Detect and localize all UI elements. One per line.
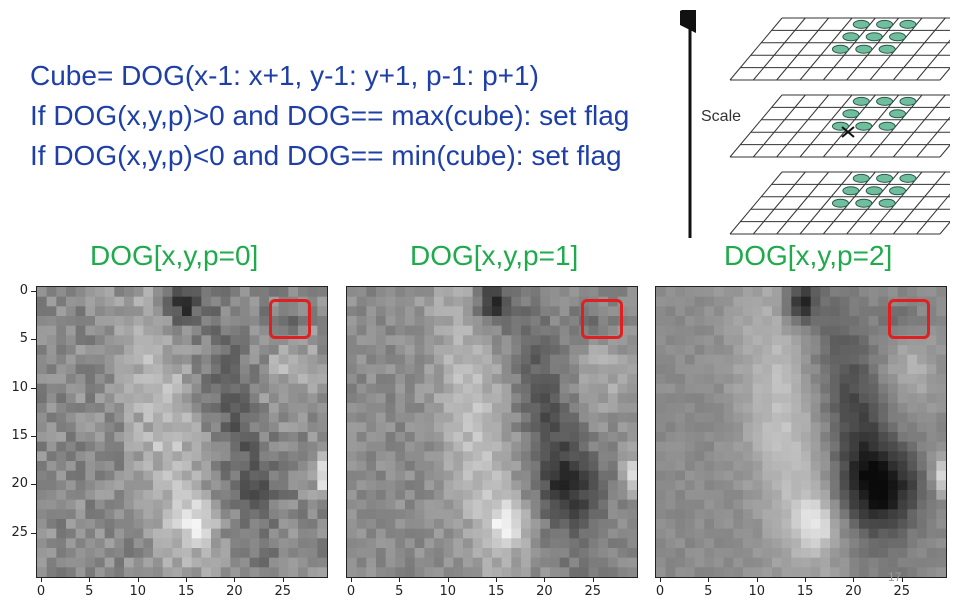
pseudo-code-block: Cube= DOG(x-1: x+1, y-1: y+1, p-1: p+1) … [30,56,629,176]
x-tick-label: 20 [226,584,243,599]
x-tick-label: 25 [274,584,292,599]
code-line-cube: Cube= DOG(x-1: x+1, y-1: y+1, p-1: p+1) [30,60,539,91]
x-tick-label: 15 [177,584,195,599]
y-tick-label: 15 [11,427,28,443]
y-tick-mark [31,387,36,389]
x-tick-mark [40,577,42,582]
x-tick-label: 0 [655,584,665,599]
scale-grid [729,17,950,81]
panel-title-p1: DOG[x,y,p=1] [410,240,579,271]
x-tick-mark [592,577,594,582]
y-tick-label: 20 [11,476,28,492]
y-tick-label: 0 [19,282,28,298]
y-tick-label: 5 [19,331,28,347]
x-tick-mark [659,577,661,582]
code-line-min: If DOG(x,y,p)<0 and DOG== min(cube): set… [30,140,622,171]
x-tick-mark [853,577,855,582]
x-tick-mark [89,577,91,582]
x-tick-label: 10 [439,584,457,599]
x-tick-label: 20 [845,584,862,599]
panel-title-p0: DOG[x,y,p=0] [90,240,259,271]
x-tick-mark [901,577,903,582]
x-tick-mark [544,577,546,582]
x-tick-label: 5 [395,584,404,599]
x-tick-label: 25 [893,584,911,599]
y-tick-mark [31,484,36,486]
dog-image-p2 [655,286,947,578]
x-tick-label: 25 [584,584,602,599]
x-tick-mark [350,577,352,582]
x-tick-mark [447,577,449,582]
x-tick-label: 20 [536,584,553,599]
x-tick-mark [804,577,806,582]
keypoint-marker-p2 [888,299,930,339]
x-tick-mark [185,577,187,582]
keypoint-marker-p1 [581,299,623,339]
x-tick-mark [756,577,758,582]
x-tick-label: 10 [129,584,147,599]
x-tick-mark [137,577,139,582]
y-tick-mark [31,290,36,292]
x-tick-label: 15 [796,584,814,599]
x-tick-mark [399,577,401,582]
x-tick-label: 5 [704,584,713,599]
y-tick-mark [31,339,36,341]
code-line-max: If DOG(x,y,p)>0 and DOG== max(cube): set… [30,100,630,131]
y-tick-mark [31,532,36,534]
scale-grid [729,171,950,235]
x-tick-label: 5 [85,584,94,599]
x-tick-mark [708,577,710,582]
y-tick-label: 25 [11,524,28,540]
page-number: 17 [888,570,902,584]
panel-title-p2: DOG[x,y,p=2] [724,240,893,271]
x-tick-label: 0 [346,584,356,599]
dog-image-p0 [36,286,328,578]
scale-label: Scale [701,108,742,125]
x-tick-mark [234,577,236,582]
scale-space-diagram [680,10,950,238]
x-tick-label: 15 [487,584,505,599]
x-tick-label: 0 [36,584,46,599]
y-tick-mark [31,435,36,437]
y-tick-label: 10 [11,379,28,395]
x-tick-mark [282,577,284,582]
dog-image-p1 [346,286,638,578]
keypoint-marker-p0 [269,299,311,339]
scale-grid [729,94,950,158]
x-tick-label: 10 [748,584,766,599]
x-tick-mark [495,577,497,582]
